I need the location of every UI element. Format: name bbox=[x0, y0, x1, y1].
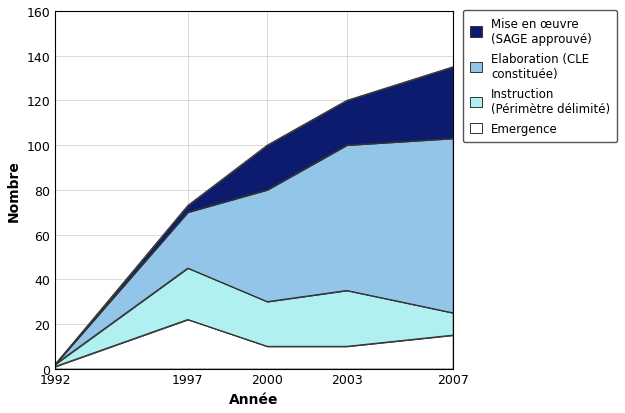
X-axis label: Année: Année bbox=[229, 392, 279, 406]
Legend: Mise en œuvre
(SAGE approuvé), Elaboration (CLE
constituée), Instruction
(Périmè: Mise en œuvre (SAGE approuvé), Elaborati… bbox=[462, 11, 617, 143]
Y-axis label: Nombre: Nombre bbox=[7, 159, 21, 221]
